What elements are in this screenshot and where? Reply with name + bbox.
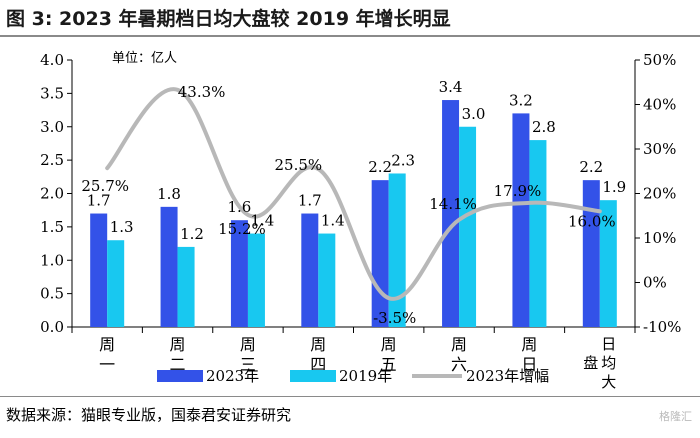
- legend-label-2019: 2019年: [339, 367, 392, 385]
- legend-label-growth: 2023年增幅: [466, 367, 549, 385]
- x-tick-label: 周: [451, 335, 467, 354]
- y-right-tick-label: 10%: [643, 229, 676, 247]
- growth-label: 14.1%: [429, 195, 477, 213]
- x-tick-label: 周: [99, 335, 115, 354]
- growth-label: 16.0%: [568, 212, 616, 230]
- bottom-rule: [0, 396, 700, 397]
- bar-2023: [582, 180, 600, 327]
- y-right-tick-label: -10%: [643, 318, 681, 336]
- unit-note: 单位：亿人: [112, 51, 177, 66]
- bar-2023: [442, 100, 460, 327]
- chart: 单位：亿人 0.0 0.5 1.0 1.5 2.0 2.5 3.0 3.5 4.0 -10% 0% 1…: [40, 51, 681, 391]
- y-left-tick-label: 3.0: [40, 118, 64, 136]
- x-tick-label: 二: [170, 355, 186, 374]
- x-tick-label: 一: [99, 355, 115, 374]
- bar-2019: [599, 200, 617, 327]
- bar-2023-label: 2.2: [579, 158, 603, 176]
- bar-2023-label: 3.4: [439, 78, 463, 96]
- bar-2023-label: 1.6: [228, 198, 252, 216]
- x-tick-label: 三: [240, 355, 256, 374]
- growth-line: [105, 87, 602, 301]
- y-left-tick-label: 0.0: [40, 318, 64, 336]
- bar-2023-label: 3.2: [509, 91, 533, 109]
- bar-2019-label: 3.0: [462, 105, 486, 123]
- x-tick-label: 四: [310, 355, 326, 374]
- legend-label-2023: 2023年: [206, 367, 259, 385]
- chart-title: 图 3: 2023 年暑期档日均大盘较 2019 年增长明显: [6, 8, 451, 30]
- bar-2023: [230, 220, 248, 327]
- x-tick-label: 日: [601, 335, 616, 353]
- bar-2023-label: 2.2: [368, 158, 392, 176]
- bar-2019: [459, 126, 477, 327]
- y-left-tick-label: 3.5: [40, 84, 64, 102]
- bar-2019: [529, 140, 547, 327]
- growth-label: 25.5%: [274, 156, 322, 174]
- x-tick-label: 六: [451, 355, 467, 374]
- y-left-tick-label: 0.5: [40, 285, 64, 303]
- y-left-tick-label: 2.5: [40, 151, 64, 169]
- x-tick-label: 周: [310, 335, 326, 354]
- legend: 2023年 2019年 2023年增幅: [157, 367, 549, 385]
- bar-2019: [247, 233, 265, 327]
- top-rule: [0, 35, 700, 37]
- legend-swatch-2019: [290, 370, 336, 382]
- y-left-tick-label: 1.0: [40, 251, 64, 269]
- title-bar: 图 3: 2023 年暑期档日均大盘较 2019 年增长明显: [0, 0, 700, 36]
- data-labels: 1.71.31.81.21.61.41.71.42.2 2.33.43.03.22…: [81, 78, 626, 327]
- x-tick-label: 均: [601, 354, 616, 372]
- growth-label: -3.5%: [373, 309, 416, 327]
- bar-2023-label: 1.7: [87, 192, 111, 210]
- x-tick-label: 大: [601, 373, 616, 391]
- growth-line-path: [105, 87, 602, 301]
- y-right-tick-label: 30%: [643, 140, 676, 158]
- growth-label: 25.7%: [81, 177, 129, 195]
- bar-2023: [90, 213, 108, 327]
- growth-label: 43.3%: [178, 83, 226, 101]
- x-tick-label: 周: [240, 335, 256, 354]
- x-tick-label: 五: [381, 355, 397, 374]
- bar-2023: [371, 180, 389, 327]
- bar-2023-label: 1.7: [298, 192, 322, 210]
- bar-2019-label: 2.8: [532, 118, 556, 136]
- bar-2019: [177, 246, 195, 327]
- bar-2023: [512, 113, 530, 328]
- bar-2019-label: 1.9: [602, 178, 626, 196]
- bar-2023: [301, 213, 319, 327]
- bar-2023: [160, 206, 178, 327]
- x-tick-label: 盘: [583, 354, 598, 372]
- bars: [90, 100, 617, 328]
- growth-label: 17.9%: [494, 182, 542, 200]
- bar-2023-label: 1.8: [157, 185, 181, 203]
- bar-2019: [107, 240, 125, 327]
- bar-2019-label: 1.2: [180, 225, 204, 243]
- bar-2019-label: 2.3: [391, 151, 415, 169]
- bar-2019-label: 1.4: [251, 212, 275, 230]
- y-left-tick-label: 2.0: [40, 185, 64, 203]
- x-tick-label: 周: [521, 335, 537, 354]
- x-tick-label: 周: [170, 335, 186, 354]
- axes: 0.0 0.5 1.0 1.5 2.0 2.5 3.0 3.5 4.0 -10% 0% 10% 20% 3…: [40, 51, 681, 391]
- watermark: 格隆汇: [659, 410, 692, 423]
- bar-2019-label: 1.3: [110, 218, 134, 236]
- y-right-tick-label: 50%: [643, 51, 676, 69]
- legend-swatch-2023: [157, 370, 203, 382]
- y-left-tick-label: 1.5: [40, 218, 64, 236]
- bar-2019: [318, 233, 336, 327]
- y-right-tick-label: 40%: [643, 96, 676, 114]
- bar-2019-label: 1.4: [321, 212, 345, 230]
- x-tick-label: 日: [521, 355, 537, 374]
- y-left-tick-label: 4.0: [40, 51, 64, 69]
- bar-2019: [388, 173, 406, 327]
- y-right-tick-label: 20%: [643, 185, 676, 203]
- x-tick-label: 周: [381, 335, 397, 354]
- growth-label: 15.2%: [218, 220, 266, 238]
- source-note: 数据来源：猫眼专业版，国泰君安证券研究: [6, 406, 292, 424]
- y-right-tick-label: 0%: [643, 274, 667, 292]
